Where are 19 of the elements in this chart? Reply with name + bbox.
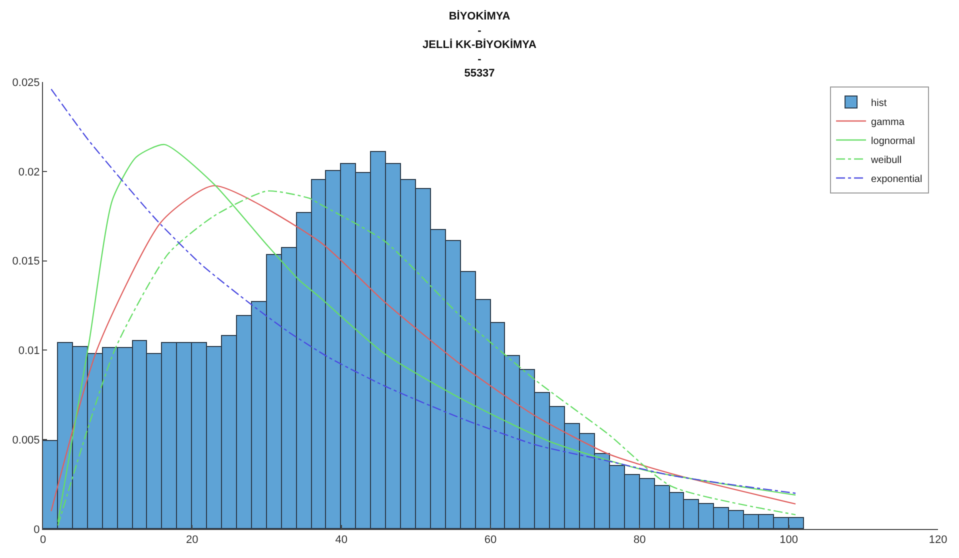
- y-tick-label: 0.01: [18, 345, 40, 358]
- y-tick-label: 0.02: [18, 166, 40, 178]
- x-tick-label: 120: [928, 534, 948, 546]
- y-tick-label: 0: [34, 524, 40, 536]
- legend-label: hist: [871, 98, 887, 109]
- legend-label: lognormal: [871, 136, 915, 147]
- legend-label: gamma: [871, 116, 905, 128]
- y-tick-label: 0.005: [12, 434, 40, 446]
- y-tick-label: 0.025: [12, 76, 40, 89]
- x-tick-label: 60: [484, 534, 497, 546]
- legend-label: weibull: [870, 154, 902, 166]
- line-series: [50, 88, 796, 494]
- x-tick-label: 100: [780, 534, 798, 546]
- x-tick-label: 20: [186, 534, 198, 546]
- x-tick-label: 80: [634, 534, 646, 546]
- y-tick-label: 0.015: [12, 256, 40, 268]
- legend-label: exponential: [871, 174, 922, 185]
- x-tick-label: 40: [335, 534, 348, 546]
- chart-title: BİYOKİMYA - JELLİ KK-BİYOKİMYA - 55337: [422, 10, 536, 80]
